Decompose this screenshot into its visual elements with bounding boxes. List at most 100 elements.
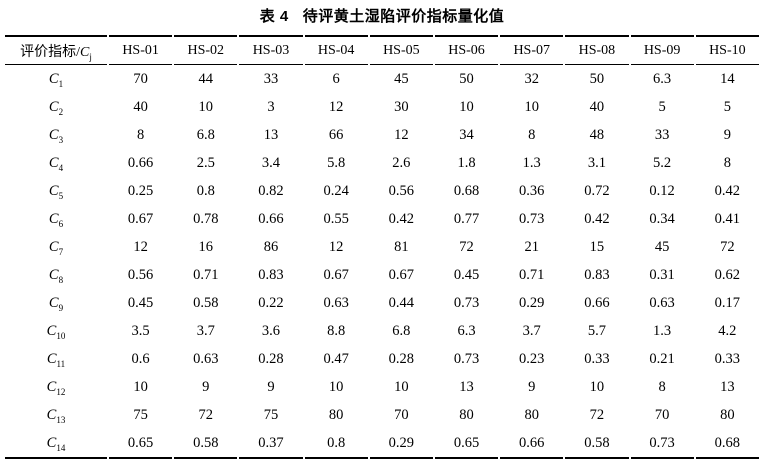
value-cell: 8.8: [327, 322, 346, 339]
row-label: C11: [5, 345, 107, 373]
value-cell: 0.41: [714, 210, 741, 227]
value-cell: 3.4: [261, 154, 281, 171]
value-cell: 0.78: [193, 210, 219, 227]
row-label-symbol: C: [48, 266, 59, 283]
value-cell: 0.24: [323, 182, 349, 199]
value-cell: 48: [589, 126, 605, 143]
value-cell: 14: [720, 70, 735, 87]
row-label-symbol: C: [46, 350, 57, 367]
table-header: 评价指标/Cj HS-01 HS-02 HS-03 HS-04 HS-05 HS-06 HS…: [5, 35, 759, 65]
row-label: C7: [5, 233, 107, 261]
table-row: C1 70 44 33 6 45 50 32 50 6.3 14: [5, 65, 759, 93]
value-cell: 0.66: [258, 210, 284, 227]
row-label-symbol: C: [48, 154, 59, 171]
row-label-subscript: 9: [58, 302, 64, 313]
quantified-values-table: 评价指标/Cj HS-01 HS-02 HS-03 HS-04 HS-05 HS-06 HS…: [3, 35, 761, 459]
value-cell: 0.8: [196, 182, 215, 199]
column-header: HS-10: [695, 35, 759, 65]
table-row: C14 0.65 0.58 0.37 0.8 0.29 0.65 0.66 0.58 0.73 0.…: [5, 429, 759, 459]
value-cell: 0.65: [434, 429, 499, 459]
value-cell: 70: [654, 406, 670, 423]
value-cell: 0.45: [453, 266, 480, 283]
header-indicator-subscript: j: [89, 51, 92, 62]
row-label-symbol: C: [48, 126, 59, 143]
value-cell: 0.42: [388, 210, 415, 227]
row-label-subscript: 4: [58, 162, 64, 173]
value-cell: 6: [332, 70, 340, 87]
value-cell: 80: [720, 406, 735, 423]
value-cell: 0.65: [109, 429, 173, 459]
value-cell: 12: [394, 126, 409, 143]
table-row: C7 12 16 86 12 81 72 21 15 45 72: [5, 233, 759, 261]
value-cell: 72: [589, 406, 605, 423]
table-body: C1 70 44 33 6 45 50 32 50 6.3 14 C2 40 10 3 12 30 10 10 40 5…: [5, 65, 759, 459]
value-cell: 0.72: [584, 182, 610, 199]
row-label-subscript: 6: [58, 218, 64, 229]
value-cell: 0.83: [584, 266, 610, 283]
row-label: C12: [5, 373, 107, 401]
table-title-text: 待评黄土湿陷评价指标量化值: [302, 8, 505, 25]
value-cell: 0.22: [258, 294, 284, 311]
row-label-symbol: C: [48, 210, 59, 227]
value-cell: 3.6: [261, 322, 281, 339]
table-number: 表 4: [259, 8, 289, 25]
table-caption: 表 4 待评黄土湿陷评价指标量化值: [0, 0, 764, 26]
value-cell: 0.63: [323, 294, 349, 311]
value-cell: 0.31: [649, 266, 675, 283]
value-cell: 66: [328, 126, 344, 143]
row-label-symbol: C: [48, 98, 59, 115]
table-row: C2 40 10 3 12 30 10 10 40 5 5: [5, 93, 759, 121]
value-cell: 1.8: [457, 154, 476, 171]
value-cell: 32: [524, 70, 539, 87]
row-label: C10: [5, 317, 107, 345]
table-row: C13 75 72 75 80 70 80 80 72 70 80: [5, 401, 759, 429]
value-cell: 12: [328, 98, 344, 115]
value-cell: 8: [658, 378, 666, 395]
value-cell: 9: [202, 378, 210, 395]
value-cell: 0.77: [453, 210, 480, 227]
row-label: C3: [5, 121, 107, 149]
value-cell: 40: [133, 98, 148, 115]
table-row: C12 10 9 9 10 10 13 9 10 8 13: [5, 373, 759, 401]
table-row: C3 8 6.8 13 66 12 34 8 48 33 9: [5, 121, 759, 149]
value-cell: 0.67: [323, 266, 349, 283]
value-cell: 0.67: [127, 210, 154, 227]
table-row: C6 0.67 0.78 0.66 0.55 0.42 0.77 0.73 0.42 0.34 0.…: [5, 205, 759, 233]
value-cell: 0.28: [258, 350, 284, 367]
value-cell: 5.7: [587, 322, 606, 339]
row-label-subscript: 12: [56, 386, 66, 397]
value-cell: 45: [394, 70, 409, 87]
value-cell: 80: [459, 406, 474, 423]
row-label-symbol: C: [48, 70, 59, 87]
value-cell: 4.2: [718, 322, 737, 339]
row-label: C1: [5, 65, 107, 93]
row-label-subscript: 11: [56, 358, 66, 369]
value-cell: 0.58: [193, 294, 219, 311]
column-header: HS-03: [239, 35, 303, 65]
value-cell: 6.3: [653, 70, 672, 87]
value-cell: 0.29: [369, 429, 433, 459]
header-row: 评价指标/Cj HS-01 HS-02 HS-03 HS-04 HS-05 HS-06 HS…: [5, 35, 759, 65]
value-cell: 0.33: [714, 350, 741, 367]
value-cell: 0.12: [649, 182, 675, 199]
row-label: C2: [5, 93, 107, 121]
row-label-symbol: C: [46, 406, 57, 423]
value-cell: 10: [394, 378, 409, 395]
value-cell: 0.73: [630, 429, 694, 459]
row-label-subscript: 3: [58, 134, 64, 145]
row-label: C9: [5, 289, 107, 317]
value-cell: 0.29: [519, 294, 545, 311]
value-cell: 70: [394, 406, 409, 423]
value-cell: 72: [720, 238, 735, 255]
value-cell: 3.7: [522, 322, 541, 339]
row-label-symbol: C: [46, 378, 57, 395]
row-label-symbol: C: [48, 182, 59, 199]
row-label: C4: [5, 149, 107, 177]
value-cell: 16: [198, 238, 214, 255]
value-cell: 5: [658, 98, 666, 115]
value-cell: 12: [328, 238, 344, 255]
value-cell: 5: [723, 98, 731, 115]
value-cell: 9: [723, 126, 731, 143]
column-header: HS-02: [174, 35, 238, 65]
value-cell: 0.58: [174, 429, 238, 459]
